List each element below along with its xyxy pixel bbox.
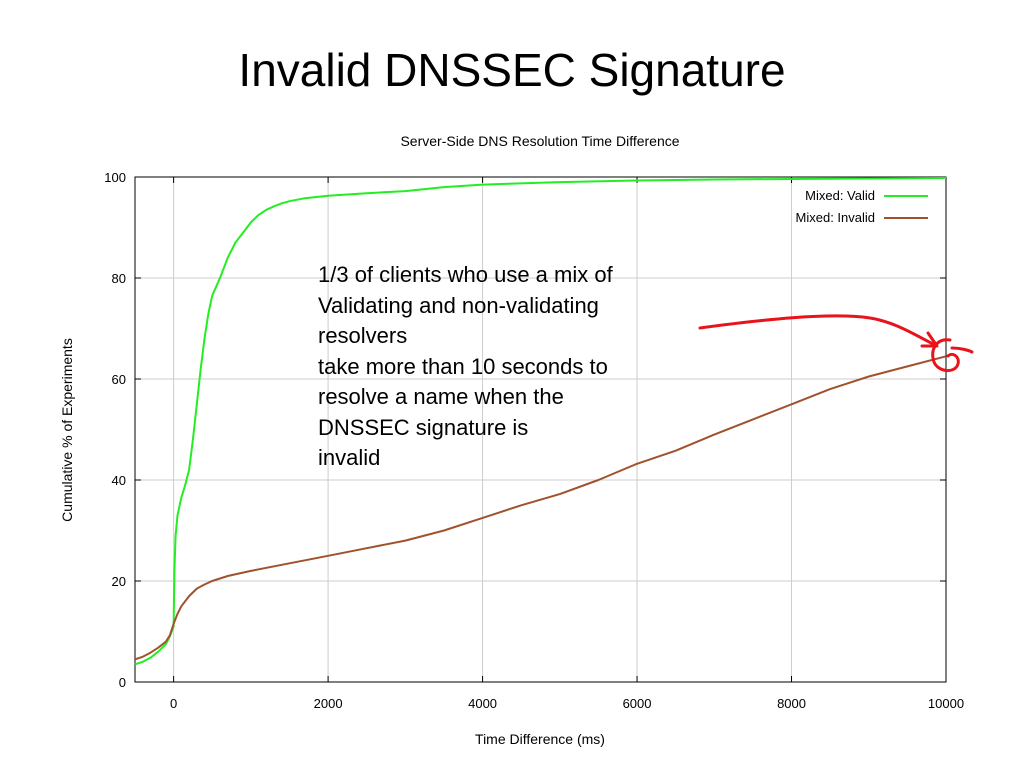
annotation-line: resolvers [318, 323, 408, 348]
y-tick-label: 80 [112, 271, 126, 286]
y-tick-label: 40 [112, 473, 126, 488]
plot-frame [134, 176, 947, 683]
x-axis-title: Time Difference (ms) [475, 731, 605, 747]
hand-drawn-arrow [698, 314, 974, 372]
annotation-line: Validating and non-validating [318, 292, 599, 318]
y-axis-title: Cumulative % of Experiments [59, 338, 75, 522]
annotation-line: take more than 10 seconds to [318, 353, 608, 379]
x-tick-label: 2000 [314, 696, 343, 711]
annotation-line: DNSSEC signature is [318, 414, 529, 440]
y-tick-label: 20 [112, 574, 126, 589]
x-tick-label: 10000 [928, 696, 964, 711]
x-tick-label: 6000 [623, 696, 652, 711]
y-tick-label: 60 [112, 372, 126, 387]
legend: Mixed: Valid Mixed: Invalid [796, 188, 928, 225]
x-tick-label: 0 [170, 696, 177, 711]
chart-title: Server-Side DNS Resolution Time Differen… [400, 133, 679, 149]
legend-label: Mixed: Valid [805, 188, 875, 203]
axis-ticks: 0 2000 4000 6000 8000 10000 0 20 40 60 80 100 [104, 170, 964, 711]
x-tick-label: 4000 [468, 696, 497, 711]
series-lines [134, 177, 947, 666]
annotation-text-block: 1/3 of clients who use a mix of Validatin… [318, 260, 688, 474]
y-tick-label: 0 [119, 675, 126, 690]
legend-label: Mixed: Invalid [796, 210, 875, 225]
annotation-arrow-shaft [698, 314, 937, 347]
slide-title: Invalid DNSSEC Signature [238, 44, 786, 96]
annotation-circle-mark [931, 338, 974, 372]
annotation-line: resolve a name when the [318, 384, 564, 409]
x-tick-label: 8000 [777, 696, 806, 711]
annotation-arrow-head [920, 331, 939, 348]
series-line-mixed-invalid [134, 355, 947, 661]
annotation-line: 1/3 of clients who use a mix of [318, 262, 613, 287]
series-line-mixed-valid [134, 177, 947, 666]
y-tick-label: 100 [104, 170, 126, 185]
annotation-line: invalid [318, 445, 381, 470]
